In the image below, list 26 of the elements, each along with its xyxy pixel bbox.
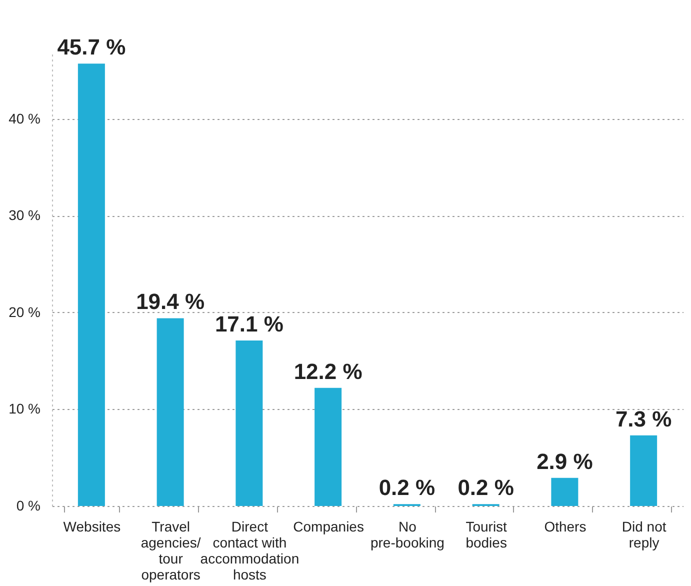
data-label: 12.2 % bbox=[294, 358, 362, 384]
data-label: 19.4 % bbox=[136, 289, 205, 314]
y-tick-label: 10 % bbox=[8, 400, 40, 417]
data-label: 7.3 % bbox=[615, 406, 672, 432]
x-tick-label: Others bbox=[544, 518, 586, 534]
bar bbox=[314, 388, 342, 506]
data-label: 0.2 % bbox=[458, 475, 514, 500]
bar bbox=[630, 435, 658, 506]
data-label: 0.2 % bbox=[378, 475, 436, 500]
bar bbox=[156, 318, 184, 506]
data-label: 2.9 % bbox=[536, 448, 593, 474]
y-tick-label: 40 % bbox=[8, 110, 40, 126]
y-tick-label: 30 % bbox=[8, 207, 40, 224]
x-tick-label: Tourist bodies bbox=[466, 518, 508, 550]
x-tick-label: Companies bbox=[293, 518, 364, 534]
x-tick-label: Travel agencies/ tour operators bbox=[140, 518, 201, 582]
bar bbox=[236, 340, 263, 506]
bar bbox=[551, 478, 578, 506]
data-label: 45.7 % bbox=[57, 34, 126, 60]
data-label: 17.1 % bbox=[214, 311, 284, 336]
y-tick-label: 0 % bbox=[16, 498, 40, 514]
x-tick-label: Websites bbox=[63, 518, 121, 534]
x-tick-label: Did not reply bbox=[622, 518, 666, 550]
bar bbox=[78, 64, 105, 506]
y-tick-label: 20 % bbox=[8, 304, 40, 320]
x-tick-label: No pre-booking bbox=[370, 518, 444, 550]
